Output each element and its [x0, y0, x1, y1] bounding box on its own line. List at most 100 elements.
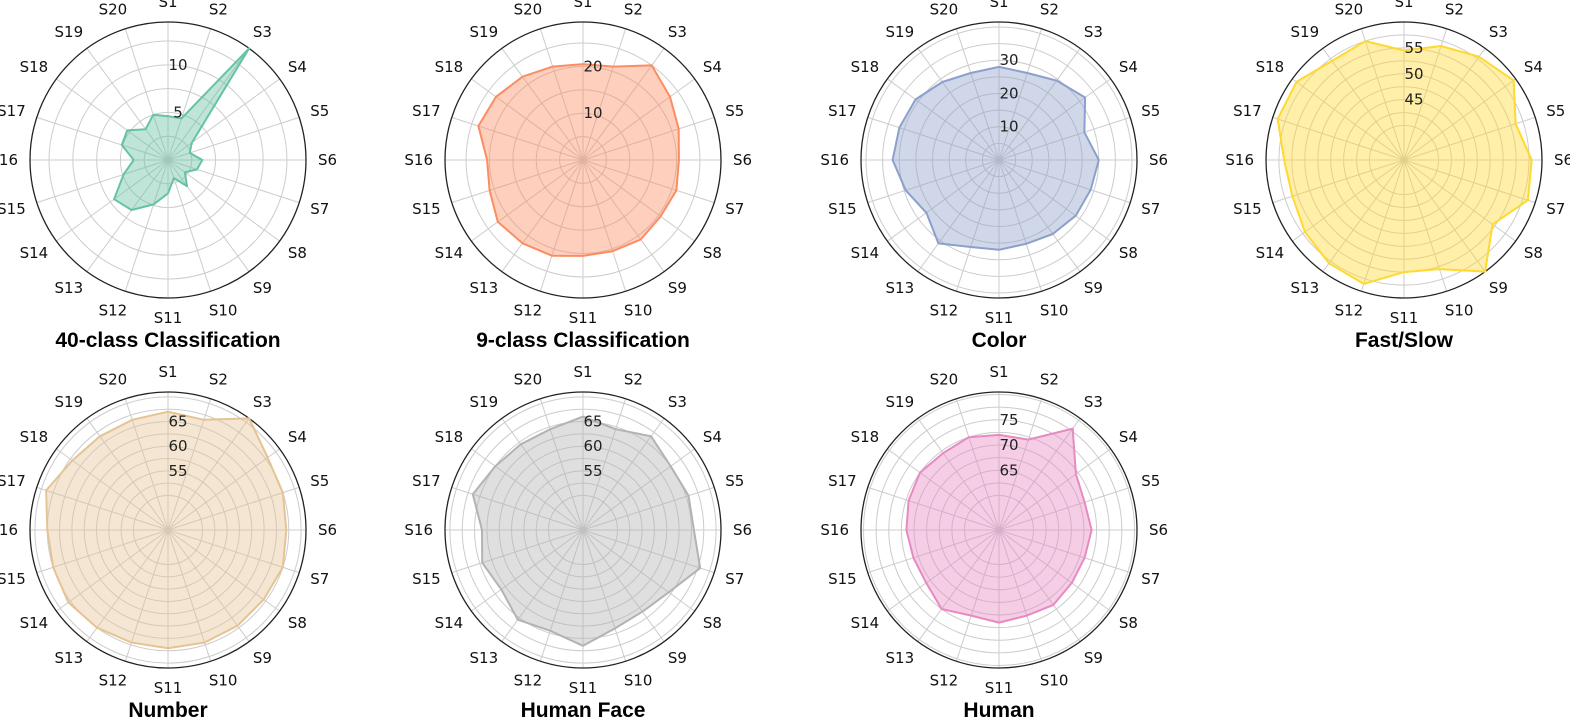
- spoke-line: [917, 529, 1000, 642]
- category-label: S13: [55, 279, 84, 297]
- radar-chart-3: 10 20 30 S1 S2 S3 S4 S5 S6 S7 S8 S9 S10 S11 S12 S13 S14 S…: [820, 0, 1168, 352]
- spoke-line: [582, 529, 715, 574]
- category-label: S14: [435, 244, 464, 262]
- category-label: S20: [99, 371, 128, 389]
- spoke-line: [582, 529, 627, 662]
- chart-title: 9-class Classification: [476, 329, 690, 352]
- spoke-line: [998, 448, 1111, 531]
- category-label: S9: [253, 649, 272, 667]
- spoke-line: [167, 529, 300, 574]
- category-label: S3: [1084, 393, 1103, 411]
- spoke-line: [998, 78, 1111, 161]
- category-label: S9: [1084, 649, 1103, 667]
- category-label: S5: [725, 472, 744, 490]
- category-label: S9: [1489, 279, 1508, 297]
- spoke-line: [167, 529, 280, 612]
- category-label: S10: [624, 301, 653, 319]
- spoke-line: [539, 159, 584, 292]
- spoke-line: [451, 159, 584, 204]
- category-label: S12: [930, 301, 959, 319]
- category-label: S12: [99, 301, 128, 319]
- spoke-line: [887, 448, 1000, 531]
- category-label: S20: [514, 371, 543, 389]
- spoke-line: [501, 529, 584, 642]
- category-label: S12: [99, 671, 128, 689]
- spoke-line: [1403, 48, 1486, 161]
- radial-tick-label: 45: [1404, 91, 1423, 109]
- spoke-line: [867, 116, 1000, 161]
- spoke-line: [167, 159, 250, 272]
- category-label: S12: [514, 671, 543, 689]
- spoke-line: [582, 529, 695, 612]
- category-label: S13: [470, 649, 499, 667]
- spoke-line: [867, 486, 1000, 531]
- chart-title: Human Face: [521, 699, 646, 720]
- category-label: S17: [0, 472, 26, 490]
- category-label: S7: [1546, 200, 1565, 218]
- spoke-line: [998, 418, 1081, 531]
- category-label: S11: [985, 679, 1014, 697]
- category-label: S2: [209, 371, 228, 389]
- spoke-line: [471, 159, 584, 242]
- radar-chart-7: 65 70 75 S1 S2 S3 S4 S5 S6 S7 S8 S9 S10 S11 S12 S13 S14 S…: [820, 363, 1168, 720]
- spoke-line: [582, 529, 665, 642]
- category-label: S18: [435, 58, 464, 76]
- radial-tick-label: 60: [583, 437, 602, 455]
- outer-circle: [29, 21, 307, 299]
- spoke-line: [86, 48, 169, 161]
- category-label: S14: [20, 614, 49, 632]
- spoke-line: [998, 529, 1131, 574]
- spoke-line: [1403, 159, 1536, 204]
- spoke-line: [167, 418, 250, 531]
- radial-tick-label: 55: [583, 462, 602, 480]
- category-label: S5: [725, 102, 744, 120]
- spoke-line: [917, 48, 1000, 161]
- category-label: S17: [828, 102, 857, 120]
- spoke-line: [167, 486, 300, 531]
- spoke-line: [582, 159, 715, 204]
- radial-tick-label: 50: [1404, 65, 1423, 83]
- category-label: S4: [703, 428, 722, 446]
- category-label: S10: [624, 671, 653, 689]
- spoke-line: [582, 448, 695, 531]
- category-label: S5: [310, 472, 329, 490]
- radial-tick-label: 55: [168, 462, 187, 480]
- spoke-line: [1360, 28, 1405, 161]
- category-label: S18: [851, 58, 880, 76]
- spoke-line: [1292, 78, 1405, 161]
- category-label: S6: [733, 521, 752, 539]
- spoke-line: [36, 116, 169, 161]
- category-label: S7: [725, 200, 744, 218]
- category-label: S6: [318, 151, 337, 169]
- category-label: S17: [0, 102, 26, 120]
- spoke-line: [56, 529, 169, 612]
- category-label: S2: [209, 1, 228, 19]
- category-label: S14: [20, 244, 49, 262]
- spoke-line: [451, 116, 584, 161]
- category-label: S13: [886, 279, 915, 297]
- category-label: S17: [412, 472, 441, 490]
- category-label: S15: [828, 570, 857, 588]
- category-label: S19: [886, 393, 915, 411]
- category-label: S20: [930, 1, 959, 19]
- category-label: S3: [1084, 23, 1103, 41]
- category-label: S6: [318, 521, 337, 539]
- category-label: S9: [668, 649, 687, 667]
- category-label: S19: [886, 23, 915, 41]
- category-label: S10: [1040, 671, 1069, 689]
- category-label: S9: [1084, 279, 1103, 297]
- radial-tick-label: 65: [583, 413, 602, 431]
- spoke-line: [471, 529, 584, 612]
- outer-circle: [444, 391, 722, 669]
- series-area: [113, 47, 251, 211]
- chart-title: 40-class Classification: [55, 329, 280, 352]
- category-label: S1: [989, 363, 1008, 381]
- category-label: S6: [1149, 151, 1168, 169]
- category-label: S8: [1524, 244, 1543, 262]
- category-label: S18: [435, 428, 464, 446]
- spoke-line: [471, 448, 584, 531]
- category-label: S4: [1524, 58, 1543, 76]
- radial-tick-label: 10: [583, 104, 602, 122]
- outer-circle: [29, 391, 307, 669]
